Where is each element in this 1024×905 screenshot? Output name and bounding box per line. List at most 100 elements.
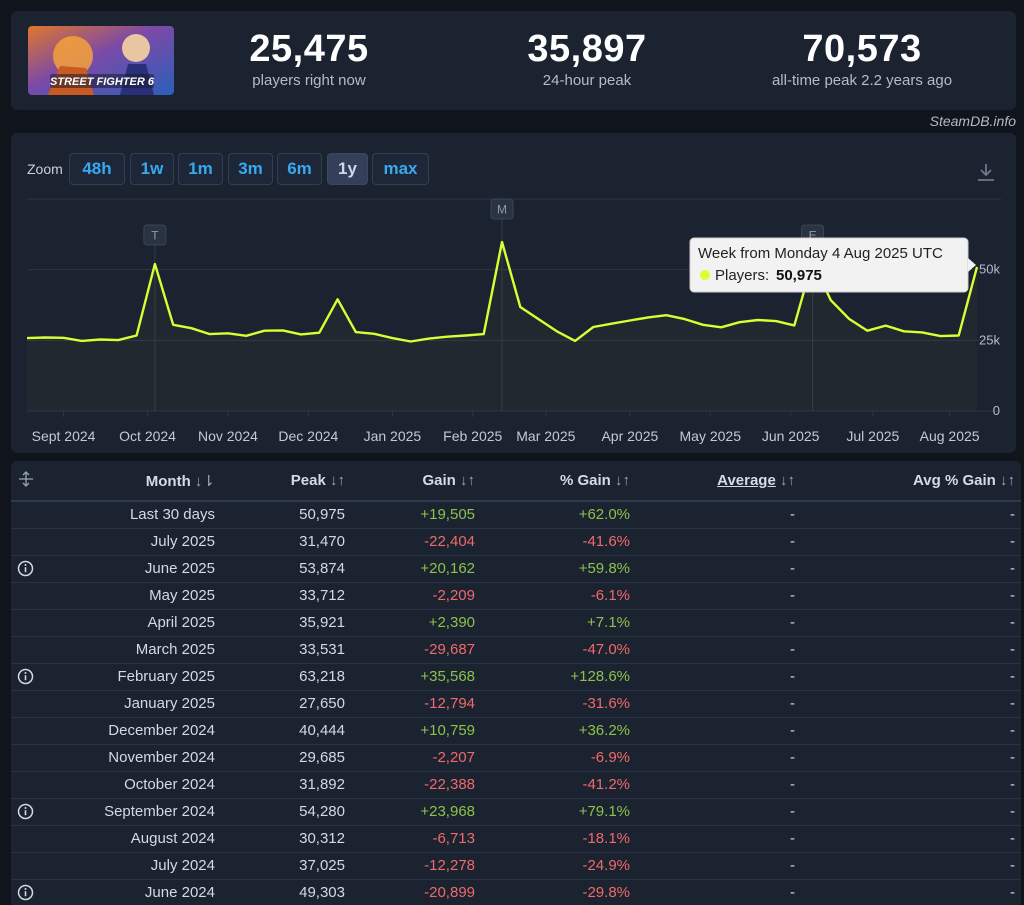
cell-gain: -12,794 [351,690,481,718]
cell-peak: 31,892 [221,771,351,799]
y-tick-label: 50k [979,262,1000,277]
info-icon[interactable] [17,803,34,820]
event-marker-label: E [809,229,817,243]
info-icon[interactable] [17,668,34,685]
header-avg-pct-gain[interactable]: Avg % Gain ↓↑ [801,461,1021,502]
player-count-chart[interactable]: T M E 0 25k 50k Sept 2024 Oct 2024 Nov 2024 Dec… [11,133,1016,453]
cell-average: - [636,852,801,880]
game-logo[interactable]: STREET FIGHTER 6 [28,26,174,95]
cell-pct-gain: -24.9% [481,852,636,880]
table-row: August 2024 30,312 -6,713 -18.1% - - [11,825,1021,853]
cell-peak: 30,312 [221,825,351,853]
cell-avg-pct-gain: - [801,852,1021,880]
peak-24h-value: 35,897 [527,28,647,70]
cell-month: April 2025 [41,609,221,637]
event-marker-badge[interactable] [143,224,167,246]
tooltip-title: Week from Monday 4 Aug 2025 UTC [698,245,943,262]
info-cell [11,582,41,610]
chart-grid [27,198,1001,417]
x-tick-label: Sept 2024 [32,428,96,444]
cell-average: - [636,744,801,772]
zoom-48h-button[interactable]: 48h [69,153,125,185]
table-row: December 2024 40,444 +10,759 +36.2% - - [11,717,1021,745]
table-row: July 2024 37,025 -12,278 -24.9% - - [11,852,1021,880]
cell-month: November 2024 [41,744,221,772]
cell-pct-gain: +62.0% [481,501,636,529]
header-pct-gain[interactable]: % Gain ↓↑ [481,461,636,502]
header-pct-gain-label: % Gain [559,472,611,489]
column-reorder-header[interactable] [11,461,41,502]
zoom-6m-button[interactable]: 6m [277,153,322,185]
all-time-peak-label: all-time peak 2.2 years ago [771,72,953,89]
cell-pct-gain: +79.1% [481,798,636,826]
current-players-value: 25,475 [249,28,369,70]
x-axis-labels: Sept 2024 Oct 2024 Nov 2024 Dec 2024 Jan 202… [32,428,980,444]
cell-pct-gain: -6.1% [481,582,636,610]
table-row: Last 30 days 50,975 +19,505 +62.0% - - [11,501,1021,529]
info-icon[interactable] [17,560,34,577]
info-cell [11,636,41,664]
cell-peak: 29,685 [221,744,351,772]
header-month-label: Month [145,472,191,490]
zoom-max-button[interactable]: max [372,153,429,185]
cell-peak: 40,444 [221,717,351,745]
zoom-1w-button[interactable]: 1w [130,153,174,185]
cell-avg-pct-gain: - [801,555,1021,583]
header-pct-gain-sort: ↓↑ [615,472,630,489]
x-tick-label: Oct 2024 [119,428,176,444]
zoom-3m-button[interactable]: 3m [228,153,273,185]
cell-average: - [636,798,801,826]
cell-average: - [636,690,801,718]
table-row: November 2024 29,685 -2,207 -6.9% - - [11,744,1021,772]
tooltip-series-dot [700,270,710,280]
header-gain[interactable]: Gain ↓↑ [351,461,481,502]
header-average-sort: ↓↑ [780,472,795,489]
info-icon[interactable] [17,884,34,901]
info-cell [11,825,41,853]
zoom-1m-button[interactable]: 1m [178,153,223,185]
cell-average: - [636,609,801,637]
cell-month: May 2025 [41,582,221,610]
cell-average: - [636,879,801,905]
cell-gain: +19,505 [351,501,481,529]
info-cell [11,663,41,691]
download-icon[interactable] [975,161,997,183]
cell-average: - [636,771,801,799]
table-body: Last 30 days 50,975 +19,505 +62.0% - - July 20… [11,501,1021,905]
header-peak[interactable]: Peak ↓↑ [221,461,351,502]
header-avg-pct-gain-label: Avg % Gain [913,472,996,489]
cell-avg-pct-gain: - [801,609,1021,637]
cell-month: July 2024 [41,852,221,880]
cell-avg-pct-gain: - [801,501,1021,529]
info-cell [11,717,41,745]
cell-gain: +10,759 [351,717,481,745]
header-month[interactable]: Month ↓⇂ [41,461,221,502]
tooltip-pointer [968,258,976,272]
x-tick-label: Jan 2025 [364,428,422,444]
x-tick-label: Jun 2025 [762,428,820,444]
cell-gain: -6,713 [351,825,481,853]
cell-peak: 63,218 [221,663,351,691]
stats-header: STREET FIGHTER 6 25,475 players right no… [11,11,1016,110]
header-average[interactable]: Average ↓↑ [636,461,801,502]
steamdb-brand[interactable]: SteamDB.info [929,113,1016,129]
cell-pct-gain: +36.2% [481,717,636,745]
table-row: January 2025 27,650 -12,794 -31.6% - - [11,690,1021,718]
table-row: October 2024 31,892 -22,388 -41.2% - - [11,771,1021,799]
event-marker-badge[interactable] [490,198,514,220]
cell-average: - [636,717,801,745]
cell-gain: -22,404 [351,528,481,556]
zoom-1y-button[interactable]: 1y [327,153,368,185]
cell-avg-pct-gain: - [801,690,1021,718]
table-row: February 2025 63,218 +35,568 +128.6% - - [11,663,1021,691]
cell-avg-pct-gain: - [801,771,1021,799]
cell-avg-pct-gain: - [801,582,1021,610]
table-row: September 2024 54,280 +23,968 +79.1% - - [11,798,1021,826]
header-month-sort: ↓⇂ [194,472,215,490]
cell-average: - [636,825,801,853]
move-icon[interactable] [17,470,35,488]
x-tick-label: Jul 2025 [846,428,899,444]
cell-pct-gain: -41.2% [481,771,636,799]
cell-gain: -2,207 [351,744,481,772]
table-header-row: Month ↓⇂ Peak ↓↑ Gain ↓↑ % Gain ↓↑ Avera… [11,461,1021,502]
